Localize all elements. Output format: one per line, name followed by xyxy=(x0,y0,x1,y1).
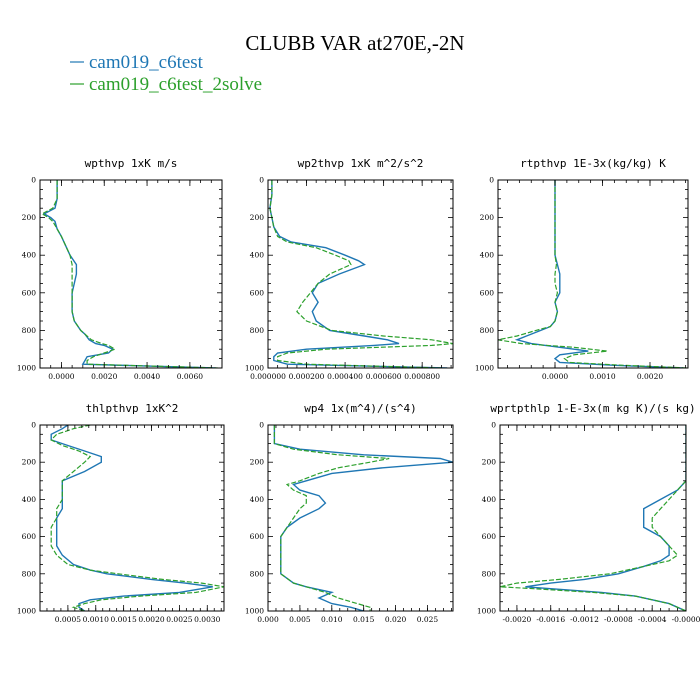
panel-1-ytick-label: 0 xyxy=(31,176,36,185)
legend-label-series-1: cam019_c6test xyxy=(89,52,204,73)
panel-2-series-2-line xyxy=(269,180,453,368)
panel-3-xtick-label: 0.0000 xyxy=(542,372,568,381)
panel-1-series-1-line xyxy=(42,180,216,368)
panel-2-ytick-label: 800 xyxy=(250,326,265,335)
panel-5-xtick-label: 0.010 xyxy=(321,615,343,624)
panel-5-title: wp4 1x(m^4)/(s^4) xyxy=(304,402,417,415)
panel-3-ytick-label: 0 xyxy=(489,176,494,185)
panel-6-ytick-label: 200 xyxy=(482,458,497,467)
panel-5-ytick-label: 400 xyxy=(250,495,265,504)
panel-3-ytick-label: 1000 xyxy=(475,364,494,373)
panel-1-ytick-label: 800 xyxy=(22,326,37,335)
panel-2-ytick-label: 0 xyxy=(259,176,264,185)
panel-5-series-1-line xyxy=(273,425,453,611)
panel-1-xtick-label: 0.0000 xyxy=(48,372,74,381)
panel-3-ytick-label: 200 xyxy=(480,213,495,222)
panel-5-ytick-label: 1000 xyxy=(245,607,264,616)
panel-3-ytick-label: 600 xyxy=(480,288,495,297)
panel-3-xtick-label: 0.0020 xyxy=(637,372,663,381)
panel-6-xtick-label: -0.0008 xyxy=(604,615,633,624)
panel-2-xtick-label: 0.000800 xyxy=(404,372,440,381)
panel-5-ytick-label: 0 xyxy=(259,421,264,430)
panel-4-ytick-label: 600 xyxy=(22,532,37,541)
panel-1-ytick-label: 1000 xyxy=(17,364,36,373)
panel-4-ytick-label: 0 xyxy=(31,421,36,430)
panel-2-series-1-line xyxy=(269,180,448,368)
panel-4-title: thlpthvp 1xK^2 xyxy=(86,402,179,415)
legend-label-series-2: cam019_c6test_2solve xyxy=(89,74,262,95)
panel-2-ytick-label: 600 xyxy=(250,288,265,297)
panel-3-ytick-label: 800 xyxy=(480,326,495,335)
panel-4-series-2-line xyxy=(50,425,224,611)
panel-5-ytick-label: 600 xyxy=(250,532,265,541)
panel-6-series-2-line xyxy=(500,425,686,611)
panel-5-series-2-line xyxy=(273,425,390,611)
panel-4-xtick-label: 0.0025 xyxy=(166,615,192,624)
panel-1: wpthvp 1xK m/s 0 200 400 600 800 1000 0.0000 0.0… xyxy=(17,157,223,381)
panel-2-xtick-label: 0.000200 xyxy=(289,372,325,381)
panel-6: wprtpthlp 1-E-3x(m kg K)/(s kg) 0 200 400 60… xyxy=(477,402,700,624)
panel-6-series-1-line xyxy=(525,425,686,611)
panel-2: wp2thvp 1xK m^2/s^2020040060080010000.00… xyxy=(245,157,454,381)
panel-3-series-2-line xyxy=(498,180,688,368)
panel-2-xtick-label: 0.000000 xyxy=(250,372,286,381)
panel-4-xtick-label: 0.0010 xyxy=(83,615,109,624)
panel-3-frame xyxy=(497,179,689,369)
panel-1-ytick-label: 200 xyxy=(22,213,37,222)
panel-4-ytick-label: 400 xyxy=(22,495,37,504)
panel-4-ytick-label: 800 xyxy=(22,569,37,578)
panel-6-xtick-label: -0.0000 xyxy=(672,615,700,624)
panel-4-xtick-label: 0.0020 xyxy=(138,615,164,624)
panel-1-xtick-label: 0.0020 xyxy=(91,372,117,381)
panel-4-ytick-label: 200 xyxy=(22,458,37,467)
panel-3-ytick-label: 400 xyxy=(480,251,495,260)
panel-4-series-1-line xyxy=(50,425,213,611)
panel-1-ytick-label: 400 xyxy=(22,251,37,260)
panel-2-xtick-label: 0.000600 xyxy=(366,372,402,381)
panel-1-ytick-label: 600 xyxy=(22,288,37,297)
panel-4-ytick-label: 1000 xyxy=(17,607,36,616)
panel-6-xtick-label: -0.0016 xyxy=(536,615,565,624)
panel-5-xtick-label: 0.005 xyxy=(289,615,311,624)
panel-1-xtick-label: 0.0060 xyxy=(177,372,203,381)
panel-4-xtick-label: 0.0015 xyxy=(111,615,137,624)
panel-2-xtick-label: 0.000400 xyxy=(327,372,363,381)
panel-3-xtick-label: 0.0010 xyxy=(589,372,615,381)
panel-6-ytick-label: 600 xyxy=(482,532,497,541)
figure-title: CLUBB VAR at270E,-2N xyxy=(245,31,464,55)
panel-3-title: rtpthvp 1E-3x(kg/kg) K xyxy=(520,157,666,170)
panel-2-ytick-label: 1000 xyxy=(245,364,264,373)
panel-6-ytick-label: 1000 xyxy=(477,607,496,616)
panel-3: rtpthvp 1E-3x(kg/kg) K 0 200 400 600 800 1000 0… xyxy=(475,157,689,381)
panel-5-ytick-label: 200 xyxy=(250,458,265,467)
panel-4-xtick-label: 0.0030 xyxy=(194,615,220,624)
panel-1-series-2-line xyxy=(40,180,218,368)
panel-6-title: wprtpthlp 1-E-3x(m kg K)/(s kg) xyxy=(490,402,695,415)
panel-2-ytick-label: 400 xyxy=(250,251,265,260)
panel-1-title: wpthvp 1xK m/s xyxy=(85,157,178,170)
panel-6-frame xyxy=(499,424,687,612)
panel-5-xtick-label: 0.020 xyxy=(385,615,407,624)
panel-6-xtick-label: -0.0020 xyxy=(503,615,532,624)
panel-5-xtick-label: 0.025 xyxy=(417,615,439,624)
legend: cam019_c6test cam019_c6test_2solve xyxy=(70,52,262,95)
panel-2-title: wp2thvp 1xK m^2/s^2 xyxy=(298,157,424,170)
panel-5-xtick-label: 0.000 xyxy=(257,615,279,624)
panel-6-ytick-label: 400 xyxy=(482,495,497,504)
panel-6-ytick-label: 0 xyxy=(491,421,496,430)
panel-5-xtick-label: 0.015 xyxy=(353,615,375,624)
panel-6-xtick-label: -0.0012 xyxy=(570,615,599,624)
panel-6-xtick-label: -0.0004 xyxy=(638,615,667,624)
panel-1-xtick-label: 0.0040 xyxy=(134,372,160,381)
panel-6-ytick-label: 800 xyxy=(482,569,497,578)
panel-5-ytick-label: 800 xyxy=(250,569,265,578)
panel-3-series-1-line xyxy=(514,180,684,368)
panel-4-xtick-label: 0.0005 xyxy=(55,615,81,624)
panel-1-frame xyxy=(39,179,223,369)
panel-2-ytick-label: 200 xyxy=(250,213,265,222)
